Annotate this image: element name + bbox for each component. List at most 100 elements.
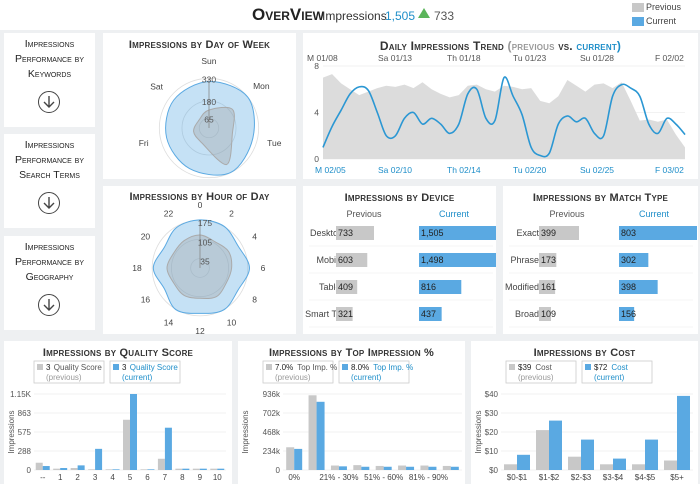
- down-arrow-circle-icon[interactable]: [38, 294, 60, 316]
- quality-score-bar-previous: [105, 469, 113, 470]
- device-title: Impressions by Device: [344, 192, 455, 204]
- device-value-previous: 409: [338, 282, 353, 292]
- day-of-week-radar: 33018065MonTueWedThuFriSatSun: [139, 56, 282, 179]
- panel-cost: Impressions by Cost $39 Cost (previous) $72…: [471, 341, 698, 484]
- daily-trend-current-line: [322, 76, 686, 158]
- quality-score-ytick: 1.15K: [10, 390, 32, 399]
- day-of-week-series-previous: [193, 106, 235, 166]
- top-impression-ytick: 234k: [263, 447, 281, 456]
- hour-of-day-category-label: 0: [198, 200, 203, 210]
- quality-score-bar-previous: [88, 469, 96, 470]
- cost-xtick: $5+: [670, 473, 684, 482]
- quality-score-xtick: 8: [180, 473, 185, 482]
- daily-trend-bottom-tick: M 02/05: [315, 165, 346, 175]
- quality-score-bar-previous: [70, 468, 78, 470]
- daily-trend-top-tick: Th 01/18: [447, 53, 481, 63]
- nav-keywords[interactable]: Impressions Performance by Keywords: [4, 33, 95, 127]
- device-value-current: 437: [421, 309, 436, 319]
- device-bar-current: [419, 253, 496, 267]
- top-impression-legend-swatch: [342, 364, 348, 370]
- hour-of-day-radar: 175 105 35 0 2 4 6 8 10 12 14 16 18 20 22: [132, 200, 265, 334]
- top-impression-legend-value: 8.0%: [351, 363, 369, 372]
- legend-current-label: Current: [646, 16, 677, 26]
- top-impression-bar-current: [406, 466, 415, 470]
- legend-previous: Previous: [632, 2, 682, 12]
- cost-bar-previous: [632, 464, 645, 470]
- quality-score-bar-current: [130, 394, 137, 470]
- quality-score-bar-current: [95, 448, 103, 470]
- device-value-current: 1,498: [421, 255, 444, 265]
- daily-trend-top-tick: M 01/08: [307, 53, 338, 63]
- top-impression-legend-label: Top Imp. %: [373, 363, 413, 372]
- device-value-current: 1,505: [421, 228, 444, 238]
- quality-score-ytick: 0: [27, 466, 32, 475]
- match-type-bar-current: [619, 253, 649, 267]
- top-impression-legend-value: 7.0%: [275, 363, 293, 372]
- device-bar-previous: [336, 307, 353, 321]
- cost-bar-previous: [568, 456, 581, 470]
- top-impression-legend-sub: (previous): [275, 373, 311, 382]
- match-type-bar-current: [619, 280, 658, 294]
- cost-ytick: $20: [485, 428, 499, 437]
- daily-trend-previous-word: previous: [511, 39, 555, 53]
- down-arrow-circle-icon[interactable]: [38, 192, 60, 214]
- hour-of-day-category-label: 2: [229, 208, 234, 218]
- quality-score-legend-swatch: [113, 364, 119, 370]
- top-impression-ylabel: Impressions: [241, 410, 250, 453]
- nav-geography[interactable]: Impressions Performance by Geography: [4, 236, 95, 330]
- cost-legend-swatch: [509, 364, 515, 370]
- cost-bar-current: [549, 420, 562, 470]
- top-impression-bar-previous: [398, 465, 407, 470]
- top-impression-bar-previous: [420, 465, 429, 470]
- hour-of-day-title: Impressions by Hour of Day: [129, 191, 270, 203]
- daily-trend-bottom-tick: F 03/02: [655, 165, 684, 175]
- down-arrow-circle-icon[interactable]: [38, 91, 60, 113]
- match-type-value-previous: 399: [541, 228, 556, 238]
- device-column-current: Current: [439, 209, 470, 219]
- top-impression-bar-previous: [286, 447, 295, 470]
- quality-score-legend-sub: (previous): [46, 373, 82, 382]
- daily-trend-bottom-tick: Tu 02/20: [513, 165, 547, 175]
- nav-geography-label: Impressions Performance by Geography: [14, 241, 85, 283]
- quality-score-bar-current: [182, 468, 190, 470]
- top-impression-bar-previous: [442, 465, 451, 470]
- quality-score-bar-previous: [123, 419, 130, 470]
- match-type-column-previous: Previous: [549, 209, 585, 219]
- quality-score-ytick: 288: [18, 447, 32, 456]
- device-bar-current: [419, 226, 496, 240]
- cost-bar-previous: [664, 460, 677, 470]
- day-of-week-ring-label: 180: [202, 97, 216, 107]
- hour-of-day-category-label: 12: [195, 326, 205, 334]
- match-type-category-label: Phrase: [510, 255, 539, 265]
- match-type-bar-previous: [539, 280, 556, 294]
- top-impression-ytick: 468k: [263, 428, 281, 437]
- quality-score-chart: 3 Quality Score(previous)3 Quality Score(c…: [7, 360, 226, 482]
- top-impression-bar-current: [428, 466, 437, 470]
- hour-of-day-category-label: 22: [164, 208, 174, 218]
- match-type-value-previous: 109: [541, 309, 556, 319]
- nav-search-terms[interactable]: Impressions Performance by Search Terms: [4, 134, 95, 228]
- cost-legend-swatch: [585, 364, 591, 370]
- top-impression-xtick: 81% - 90%: [409, 473, 448, 482]
- top-impression-bar-current: [338, 466, 347, 470]
- hour-of-day-series-previous: [166, 234, 233, 299]
- hour-of-day-category-label: 4: [252, 232, 257, 242]
- match-type-bar-previous: [539, 226, 579, 240]
- match-type-bar-previous: [539, 253, 557, 267]
- daily-trend-ytick: 0: [314, 154, 319, 164]
- top-impression-ytick: 936k: [263, 390, 281, 399]
- quality-score-bar-previous: [35, 462, 43, 470]
- match-type-chart: Previous Current Exact 399 803 Phrase 173 302 Mo…: [505, 209, 697, 328]
- quality-score-xtick: 10: [213, 473, 222, 482]
- cost-legend-box: [581, 360, 653, 384]
- previous-total: 733: [434, 9, 455, 23]
- legend-previous-label: Previous: [646, 2, 682, 12]
- match-type-bar-previous: [539, 307, 551, 321]
- cost-xtick: $0-$1: [507, 473, 528, 482]
- quality-score-xtick: 4: [110, 473, 115, 482]
- daily-trend-ytick: 8: [314, 61, 319, 71]
- quality-score-legend-sub: (current): [122, 373, 153, 382]
- cost-bar-previous: [504, 464, 517, 470]
- quality-score-ytick: 575: [18, 428, 32, 437]
- top-impression-title: Impressions by Top Impression %: [268, 347, 435, 359]
